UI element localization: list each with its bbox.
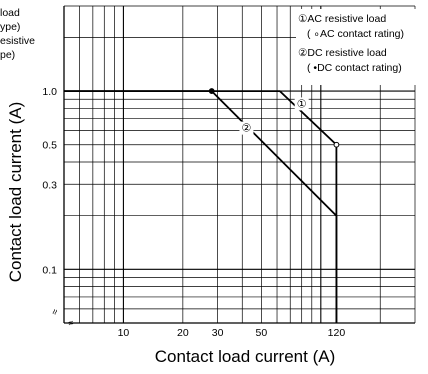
y-axis-break-mark: ≈ bbox=[50, 307, 62, 316]
rating-marker-1 bbox=[333, 141, 340, 148]
cut-label-line-2: ype) bbox=[0, 21, 20, 33]
x-tick-label: 10 bbox=[118, 327, 130, 339]
cut-label-line-3: esistive bbox=[0, 35, 35, 47]
legend-item-1-detail: ( ∘AC contact rating) bbox=[307, 28, 404, 40]
curve-label-background bbox=[239, 121, 254, 135]
load-curves: ①② bbox=[64, 88, 340, 323]
curve-label-1: ① bbox=[297, 98, 307, 110]
legend-item-1-title: ①AC resistive load bbox=[298, 13, 386, 25]
curve-label-2: ② bbox=[242, 123, 252, 135]
y-axis-label: Contact load current (A) bbox=[6, 102, 25, 282]
cut-label-line-1: load bbox=[0, 7, 20, 19]
y-tick-label: 0.3 bbox=[42, 179, 57, 191]
legend: ①AC resistive load ( ∘AC contact rating) ②… bbox=[296, 9, 428, 85]
x-axis-label: Contact load current (A) bbox=[155, 347, 335, 366]
x-tick-label: 50 bbox=[256, 327, 268, 339]
curve-label-background bbox=[294, 97, 309, 111]
curve-series-2 bbox=[64, 90, 338, 323]
legend-item-2-detail: ( •DC contact rating) bbox=[307, 62, 402, 74]
y-tick-label: 0.5 bbox=[42, 140, 57, 152]
curve-series-1 bbox=[64, 90, 338, 323]
legend-item-2-title: ②DC resistive load bbox=[298, 47, 387, 59]
x-tick-label: 30 bbox=[212, 327, 224, 339]
rating-marker-2 bbox=[208, 88, 215, 94]
cut-off-left-label: load ype) esistive pe) bbox=[0, 7, 35, 61]
cut-label-line-4: pe) bbox=[0, 49, 15, 61]
x-tick-label: 20 bbox=[177, 327, 189, 339]
x-axis-break-mark: ≈ bbox=[67, 317, 76, 329]
legend-background bbox=[296, 9, 428, 85]
y-tick-label: 0.1 bbox=[42, 264, 57, 276]
tick-labels: 10 20 30 50 120 1.0 0.5 0.3 0.1 bbox=[42, 86, 345, 339]
x-tick-label: 120 bbox=[328, 327, 346, 339]
y-tick-label: 1.0 bbox=[42, 86, 57, 98]
axes: ≈≈ bbox=[50, 6, 415, 330]
